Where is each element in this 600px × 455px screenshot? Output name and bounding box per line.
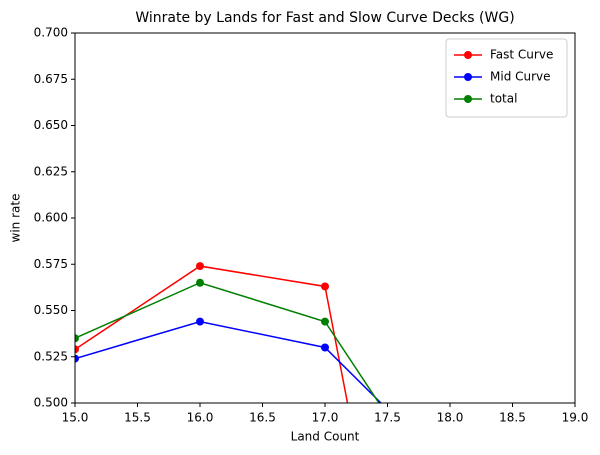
legend-marker [464,95,472,103]
data-point [321,317,329,326]
x-tick-label: 19.0 [562,411,589,425]
x-tick-label: 18.5 [499,411,526,425]
data-point [196,262,204,271]
series-line [75,320,383,403]
data-point [196,278,204,287]
x-tick-label: 16.5 [249,411,276,425]
x-tick-label: 16.0 [187,411,214,425]
y-tick-label: 0.700 [34,26,68,40]
x-tick-label: 18.0 [437,411,464,425]
legend-marker [464,51,472,59]
data-point [75,334,79,343]
data-point [321,282,329,291]
data-point [75,345,79,354]
y-axis-label: win rate [9,194,23,243]
y-tick-label: 0.500 [34,396,68,410]
legend-box [445,38,568,118]
x-tick-label: 17.0 [312,411,339,425]
y-tick-label: 0.675 [34,72,68,86]
y-tick-label: 0.600 [34,211,68,225]
y-tick-label: 0.625 [34,164,68,178]
data-point [321,343,329,352]
series-line [75,281,380,403]
legend-marker [464,73,472,81]
x-tick-label: 17.5 [374,411,401,425]
x-tick-label: 15.0 [62,411,89,425]
y-tick-label: 0.550 [34,303,68,317]
data-point [75,354,79,363]
legend-label: Fast Curve [490,48,553,62]
legend-label: Mid Curve [490,70,551,84]
x-axis-label: Land Count [291,430,360,444]
chart-title: Winrate by Lands for Fast and Slow Curve… [135,10,514,26]
data-point [196,317,204,326]
y-tick-label: 0.575 [34,257,68,271]
legend-label: total [490,92,517,106]
y-tick-label: 0.650 [34,118,68,132]
series-line [75,265,349,403]
x-tick-label: 15.5 [124,411,151,425]
plot-area [75,262,383,403]
y-tick-label: 0.525 [34,349,68,363]
